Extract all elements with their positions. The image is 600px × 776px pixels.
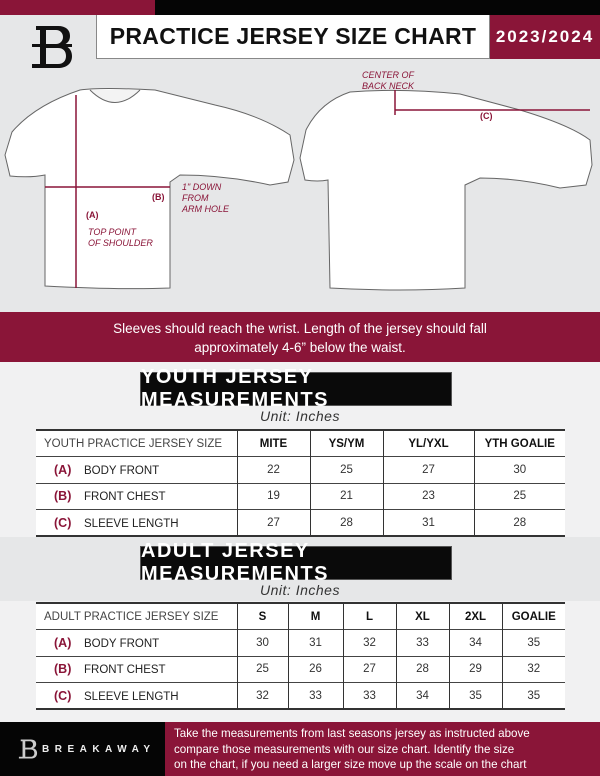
top-black-bar: [155, 0, 600, 15]
cell: 28: [309, 509, 383, 537]
column-header: YL/YXL: [382, 429, 474, 457]
row-label: FRONT CHEST: [84, 491, 166, 504]
footer-logo: [18, 739, 38, 759]
table-row: (B) FRONT CHEST 19 21 23 25: [36, 482, 565, 510]
cell: 28: [395, 655, 449, 683]
cell: 35: [501, 682, 565, 710]
cell: 34: [395, 682, 449, 710]
table-row: (A) BODY FRONT 30 31 32 33 34 35: [36, 629, 565, 656]
cell: 21: [309, 482, 383, 510]
instructions-band: Sleeves should reach the wrist. Length o…: [0, 312, 600, 362]
label-a: (A): [86, 210, 99, 220]
row-letter: (C): [54, 688, 72, 703]
column-header: YOUTH PRACTICE JERSEY SIZE: [36, 429, 237, 457]
top-accent-bar: [0, 0, 155, 15]
arm-hole-label: 1" DOWN FROM ARM HOLE: [182, 182, 230, 214]
cell: 29: [448, 655, 502, 683]
row-label: BODY FRONT: [84, 464, 160, 477]
jersey-diagram: [4, 88, 593, 291]
row-label: FRONT CHEST: [84, 664, 166, 677]
row-letter: (C): [54, 515, 72, 530]
row-label: SLEEVE LENGTH: [84, 517, 179, 530]
youth-size-table: YOUTH PRACTICE JERSEY SIZE MITE YS/YM YL/YX…: [36, 429, 565, 537]
row-label: SLEEVE LENGTH: [84, 690, 179, 703]
cell: 30: [236, 629, 288, 656]
table-header-row: YOUTH PRACTICE JERSEY SIZE MITE YS/YM YL/YX…: [36, 429, 565, 457]
row-letter: (A): [54, 635, 72, 650]
youth-unit: Unit: Inches: [260, 408, 340, 424]
season-badge: 2023/2024: [490, 15, 600, 59]
column-header: XL: [395, 602, 449, 630]
cell: 23: [382, 482, 474, 510]
youth-section-title: YOUTH JERSEY MEASUREMENTS: [140, 366, 452, 411]
cell: 31: [287, 629, 343, 656]
cell: 27: [342, 655, 396, 683]
brand-name: BREAKAWAY: [42, 744, 156, 755]
label-c: (C): [480, 111, 493, 121]
table-row: (C) SLEEVE LENGTH 32 33 33 34 35 35: [36, 682, 565, 710]
cell: 25: [236, 655, 288, 683]
cell: 27: [236, 509, 310, 537]
column-header: YTH GOALIE: [473, 429, 565, 457]
column-header: MITE: [236, 429, 310, 457]
table-row: (A) BODY FRONT 22 25 27 30: [36, 456, 565, 483]
cell: 31: [382, 509, 474, 537]
cell: 33: [287, 682, 343, 710]
cell: 25: [473, 482, 565, 510]
cell: 35: [501, 629, 565, 656]
table-header-row: ADULT PRACTICE JERSEY SIZE S M L XL 2XL GOALIE: [36, 602, 565, 630]
center-back-neck-label: CENTER OF BACK NECK: [362, 70, 415, 91]
column-header: YS/YM: [309, 429, 383, 457]
cell: 30: [473, 456, 565, 483]
adult-unit: Unit: Inches: [260, 582, 340, 598]
column-header: 2XL: [448, 602, 502, 630]
adult-section-title: ADULT JERSEY MEASUREMENTS: [140, 540, 452, 585]
cell: 32: [236, 682, 288, 710]
column-header: ADULT PRACTICE JERSEY SIZE: [36, 602, 237, 630]
top-point-label: TOP POINT OF SHOULDER: [88, 227, 153, 248]
cell: 28: [473, 509, 565, 537]
column-header: S: [236, 602, 288, 630]
cell: 32: [501, 655, 565, 683]
footer-note: Take the measurements from last seasons …: [165, 722, 600, 776]
cell: 35: [448, 682, 502, 710]
column-header: L: [342, 602, 396, 630]
row-label: BODY FRONT: [84, 637, 160, 650]
breakaway-logo: [32, 26, 72, 68]
table-row: (C) SLEEVE LENGTH 27 28 31 28: [36, 509, 565, 537]
cell: 27: [382, 456, 474, 483]
adult-size-table: ADULT PRACTICE JERSEY SIZE S M L XL 2XL GOALIE…: [36, 602, 565, 710]
column-header: M: [287, 602, 343, 630]
row-letter: (B): [54, 662, 72, 677]
cell: 33: [395, 629, 449, 656]
table-row: (B) FRONT CHEST 25 26 27 28 29 32: [36, 655, 565, 683]
cell: 32: [342, 629, 396, 656]
row-letter: (A): [54, 462, 72, 477]
cell: 25: [309, 456, 383, 483]
cell: 33: [342, 682, 396, 710]
label-b: (B): [152, 192, 165, 202]
cell: 26: [287, 655, 343, 683]
cell: 19: [236, 482, 310, 510]
cell: 22: [236, 456, 310, 483]
cell: 34: [448, 629, 502, 656]
page-title: PRACTICE JERSEY SIZE CHART: [96, 15, 490, 59]
column-header: GOALIE: [501, 602, 565, 630]
back-jersey: [299, 89, 593, 291]
row-letter: (B): [54, 489, 72, 504]
front-jersey: [4, 88, 295, 290]
